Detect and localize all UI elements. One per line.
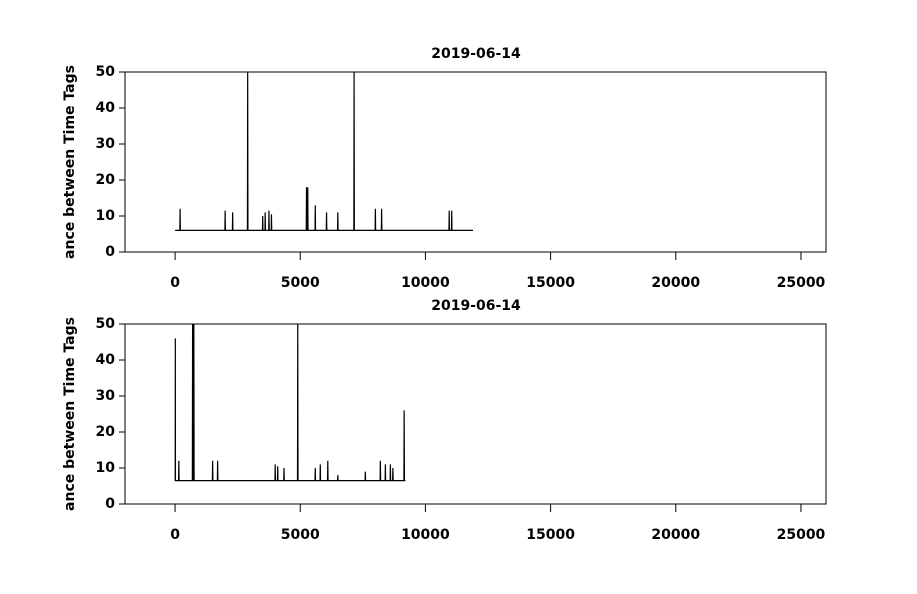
y-tick-label: 30 — [96, 136, 116, 152]
x-tick-label: 5000 — [281, 527, 320, 543]
x-tick-label: 20000 — [651, 275, 700, 291]
x-tick-label: 0 — [170, 527, 180, 543]
data-line — [174, 323, 406, 482]
y-tick-label: 10 — [96, 460, 116, 476]
x-tick-label: 25000 — [777, 527, 826, 543]
x-tick-label: 10000 — [401, 275, 450, 291]
y-tick-label: 40 — [96, 352, 116, 368]
data-line — [175, 71, 473, 231]
y-axis-label: ance between Time Tags — [62, 317, 78, 511]
y-tick-label: 20 — [96, 172, 116, 188]
y-tick-label: 30 — [96, 388, 116, 404]
x-tick-label: 25000 — [777, 275, 826, 291]
chart-title: 2019-06-14 — [431, 46, 521, 62]
x-tick-label: 15000 — [526, 527, 575, 543]
y-tick-label: 40 — [96, 100, 116, 116]
x-tick-label: 20000 — [651, 527, 700, 543]
y-tick-label: 50 — [96, 316, 116, 332]
y-axis-label: ance between Time Tags — [62, 65, 78, 259]
chart-title: 2019-06-14 — [431, 298, 521, 314]
y-tick-label: 20 — [96, 424, 116, 440]
x-tick-label: 15000 — [526, 275, 575, 291]
x-tick-label: 5000 — [281, 275, 320, 291]
y-tick-label: 0 — [105, 496, 115, 512]
plot-frame — [124, 323, 827, 505]
y-tick-label: 50 — [96, 64, 116, 80]
plot-frame — [124, 71, 827, 253]
y-tick-label: 10 — [96, 208, 116, 224]
y-tick-label: 0 — [105, 244, 115, 260]
x-tick-label: 10000 — [401, 527, 450, 543]
x-tick-label: 0 — [170, 275, 180, 291]
